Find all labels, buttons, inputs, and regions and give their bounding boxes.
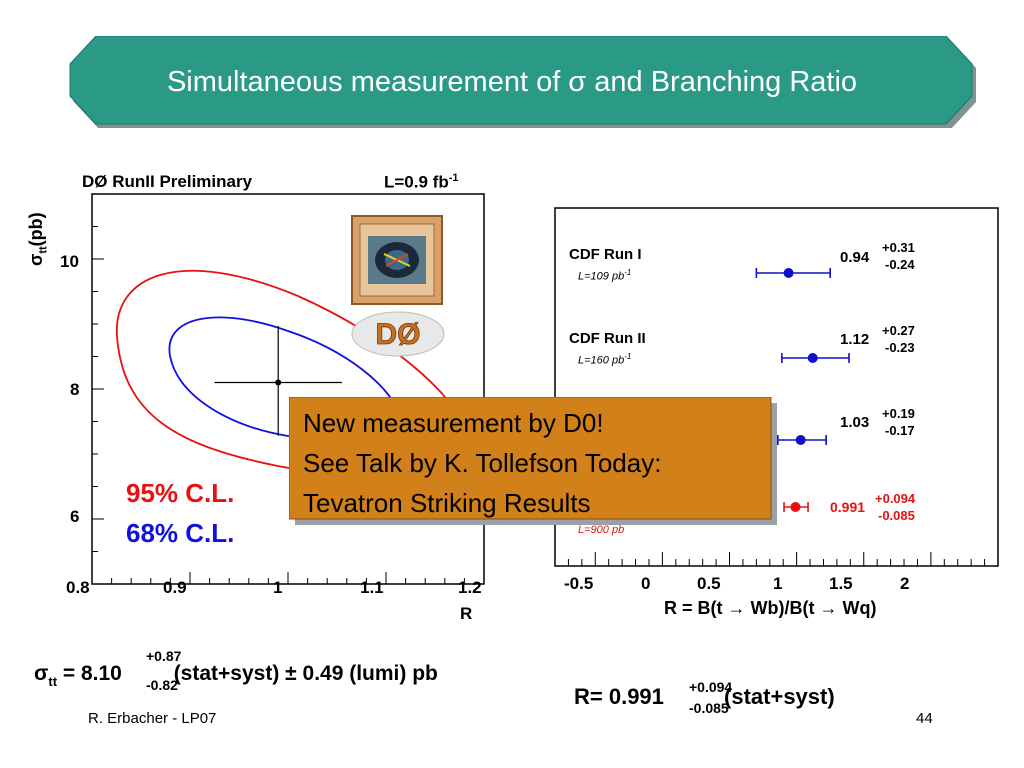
- entry-err-up: +0.31: [882, 240, 915, 255]
- lumi-value: L=0.9 fb: [384, 172, 449, 192]
- title-banner: [69, 36, 976, 128]
- x-tick-0.9: 0.9: [163, 578, 187, 597]
- y-axis-sigma: σ: [26, 253, 46, 266]
- sigma-symbol: σ: [34, 662, 49, 685]
- footer-author: R. Erbacher - LP07: [88, 710, 217, 727]
- y-tick-6: 6: [70, 507, 80, 526]
- r-tick-0: 0: [641, 574, 651, 593]
- r-formula: R= 0.991 (stat+syst): [574, 684, 835, 710]
- measurement-point: [790, 502, 801, 512]
- callout-line-3: Tevatron Striking Results: [303, 488, 591, 518]
- page-number: 44: [916, 710, 933, 727]
- entry-lumi: L=160 pb-1: [578, 352, 632, 367]
- callout-line-1: New measurement by D0!: [303, 408, 604, 438]
- x-tick-1.1: 1.1: [360, 578, 384, 597]
- x-tick-0.8: 0.8: [66, 578, 90, 597]
- sigma-err-down: -0.82: [146, 677, 178, 693]
- right-plot-frame: [554, 207, 999, 567]
- y-tick-10: 10: [60, 252, 79, 271]
- entry-err-up: +0.19: [882, 406, 915, 421]
- r-tick-1.5: 1.5: [829, 574, 853, 593]
- measurement-point: [807, 353, 818, 363]
- x-tick-1: 1: [273, 578, 283, 597]
- right-plot-panel: [522, 146, 1016, 630]
- y-axis-label: σtt(pb): [26, 212, 50, 266]
- entry-lumi: L=109 pb-1: [578, 268, 632, 283]
- x-axis-label-R: R: [460, 604, 473, 623]
- r-prefix: R= 0.991: [574, 684, 664, 709]
- right-x-axis-label: R = B(t → Wb)/B(t → Wq): [664, 598, 877, 618]
- callout-box: [289, 397, 777, 525]
- left-plot-header-right: L=0.9 fb-1: [384, 172, 459, 193]
- lumi-sup: -1: [448, 172, 459, 184]
- sigma-rest: (stat+syst) ± 0.49 (lumi) pb: [167, 662, 438, 685]
- left-plot-header-left: DØ RunII Preliminary: [82, 172, 253, 191]
- r-tick-0.5: 0.5: [697, 574, 721, 593]
- entry-err-down: -0.085: [878, 508, 915, 523]
- sigma-eq: = 8.10: [57, 662, 122, 685]
- entry-value: 1.03: [840, 414, 870, 431]
- measurement-point: [783, 268, 794, 278]
- sigma-sub: tt: [48, 674, 58, 689]
- r-err-up: +0.094: [689, 679, 733, 695]
- entry-name: CDF Run II: [569, 330, 646, 347]
- r-tick-1: 1: [773, 574, 783, 593]
- r-rest: (stat+syst): [717, 684, 835, 709]
- r-tick-m0.5: -0.5: [564, 574, 594, 593]
- entry-err-up: +0.27: [882, 323, 915, 338]
- cl68-label: 68% C.L.: [126, 518, 235, 548]
- r-tick-2: 2: [900, 574, 910, 593]
- entry-name: CDF Run I: [569, 246, 642, 263]
- right-plot: [554, 207, 999, 567]
- entry-value: 0.94: [840, 249, 870, 266]
- d0-detector-logo: DØ: [351, 215, 445, 357]
- callout-line-2: See Talk by K. Tollefson Today:: [303, 448, 662, 478]
- entry-err-down: -0.17: [885, 423, 915, 438]
- measurement-point: [795, 435, 806, 445]
- entry-err-up: +0.094: [875, 491, 916, 506]
- r-err-down: -0.085: [689, 700, 729, 716]
- y-axis-unit: (pb): [26, 212, 46, 247]
- entry-lumi: L=900 pb: [578, 524, 625, 536]
- entry-value: 1.12: [840, 331, 870, 348]
- entry-err-down: -0.23: [885, 340, 915, 355]
- entry-err-down: -0.24: [885, 257, 915, 272]
- y-axis-sub: tt: [37, 246, 50, 254]
- entry-value: 0.991: [830, 499, 866, 515]
- sigma-err-up: +0.87: [146, 648, 182, 664]
- data-point: [275, 379, 282, 386]
- y-tick-8: 8: [70, 380, 80, 399]
- x-tick-1.2: 1.2: [458, 578, 482, 597]
- d0-logo-text: DØ: [376, 318, 421, 351]
- cl95-label: 95% C.L.: [126, 478, 235, 508]
- sigma-formula: σtt = 8.10 (stat+syst) ± 0.49 (lumi) pb: [34, 662, 438, 689]
- slide-title: Simultaneous measurement of σ and Branch…: [166, 66, 858, 98]
